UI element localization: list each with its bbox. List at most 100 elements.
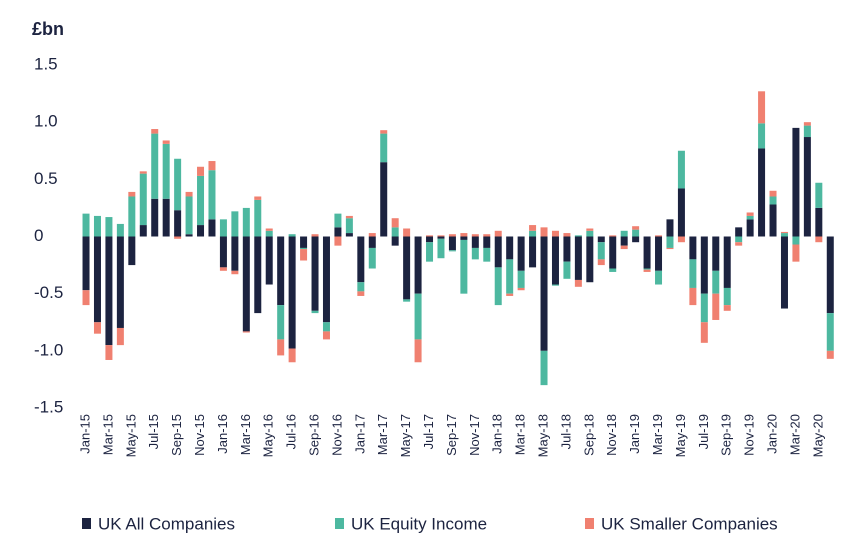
- bar-segment: [494, 267, 502, 306]
- x-tick-label: May-15: [123, 414, 138, 457]
- bar-segment: [414, 236, 422, 294]
- bar-segment: [288, 348, 296, 363]
- bar-segment: [792, 236, 800, 245]
- bar-segment: [723, 287, 731, 306]
- bar-segment: [586, 230, 594, 237]
- y-tick-label: 1.0: [34, 112, 58, 131]
- bar-segment: [655, 236, 663, 271]
- bar-segment: [471, 247, 479, 260]
- bar-segment: [769, 196, 777, 205]
- bar-segment: [380, 130, 388, 134]
- x-tick-label: Mar-18: [513, 414, 528, 455]
- bar-segment: [105, 217, 113, 237]
- y-tick-label: -1.5: [34, 397, 63, 416]
- bar-segment: [265, 236, 273, 285]
- bar-segment: [632, 226, 640, 230]
- bar-segment: [723, 236, 731, 288]
- bar-segment: [620, 230, 628, 237]
- bar-segment: [826, 313, 834, 351]
- x-tick-label: Mar-20: [787, 414, 802, 455]
- bar-segment: [815, 182, 823, 208]
- x-tick-label: Sep-17: [444, 414, 459, 456]
- bar-segment: [758, 148, 766, 237]
- legend-item: UK Equity Income: [335, 514, 487, 533]
- bar-segment: [551, 236, 559, 285]
- bar-segment: [437, 238, 445, 259]
- bar-segment: [448, 234, 456, 237]
- bar-segment: [414, 293, 422, 340]
- bar-segment: [620, 245, 628, 250]
- bar-segment: [185, 234, 193, 237]
- bar-segment: [93, 215, 101, 237]
- bar-segment: [128, 196, 136, 237]
- x-tick-label: Nov-19: [742, 414, 757, 456]
- bar-segment: [208, 170, 216, 220]
- x-tick-label: Mar-19: [650, 414, 665, 455]
- bar-segment: [677, 188, 685, 237]
- x-tick-label: Nov-17: [467, 414, 482, 456]
- x-tick-label: May-19: [673, 414, 688, 457]
- legend-item: UK Smaller Companies: [585, 514, 778, 533]
- bar-segment: [174, 158, 182, 211]
- bar-segment: [403, 299, 411, 302]
- x-tick-label: Jul-18: [558, 414, 573, 449]
- bar-segment: [655, 270, 663, 285]
- bar-segment: [231, 236, 239, 271]
- bar-segment: [712, 270, 720, 294]
- bar-segment: [437, 235, 445, 237]
- x-tick-label: May-17: [398, 414, 413, 457]
- bar-segment: [242, 331, 250, 333]
- bar-segment: [311, 236, 319, 311]
- bar-segment: [563, 236, 571, 262]
- bar-segment: [139, 171, 147, 174]
- bar-segment: [483, 234, 491, 237]
- bar-segment: [219, 267, 227, 271]
- y-tick-label: 0: [34, 226, 43, 245]
- bar-segment: [322, 331, 330, 340]
- bar-segment: [735, 227, 743, 237]
- bar-segment: [517, 270, 525, 288]
- x-tick-label: Nov-15: [192, 414, 207, 456]
- bar-segment: [93, 236, 101, 323]
- bar-segment: [105, 345, 113, 360]
- bar-segment: [586, 236, 594, 283]
- bar-segment: [231, 211, 239, 237]
- bar-segment: [311, 310, 319, 314]
- bar-segment: [357, 282, 365, 292]
- bar-segment: [288, 236, 296, 349]
- bar-segment: [82, 290, 90, 306]
- bar-segment: [609, 236, 617, 269]
- bar-segment: [231, 270, 239, 275]
- bar-segment: [426, 242, 434, 262]
- bar-segment: [174, 236, 182, 239]
- bar-segment: [254, 196, 262, 200]
- x-tick-label: Jul-15: [146, 414, 161, 449]
- bar-segment: [151, 129, 159, 134]
- bar-segment: [208, 161, 216, 171]
- bar-segment: [677, 150, 685, 189]
- legend-swatch: [82, 518, 91, 529]
- bar-segment: [391, 227, 399, 237]
- bar-segment: [551, 230, 559, 237]
- bar-segment: [277, 339, 285, 356]
- bar-segment: [494, 236, 502, 268]
- bar-segment: [780, 233, 788, 237]
- bar-segment: [265, 228, 273, 231]
- bar-segment: [197, 166, 205, 176]
- bar-segment: [391, 218, 399, 228]
- x-tick-label: Nov-16: [329, 414, 344, 456]
- x-tick-label: Jul-19: [696, 414, 711, 449]
- bar-segment: [139, 225, 147, 237]
- bar-segment: [826, 350, 834, 359]
- bar-segment: [391, 236, 399, 246]
- bar-segment: [700, 322, 708, 343]
- x-tick-label: Jan-16: [215, 414, 230, 454]
- bar-segment: [529, 236, 537, 268]
- bar-segment: [803, 125, 811, 138]
- bar-segment: [551, 284, 559, 286]
- bar-segment: [586, 228, 594, 231]
- bar-segment: [380, 133, 388, 163]
- bar-segment: [345, 233, 353, 237]
- bar-segment: [357, 291, 365, 296]
- y-tick-label: 0.5: [34, 169, 58, 188]
